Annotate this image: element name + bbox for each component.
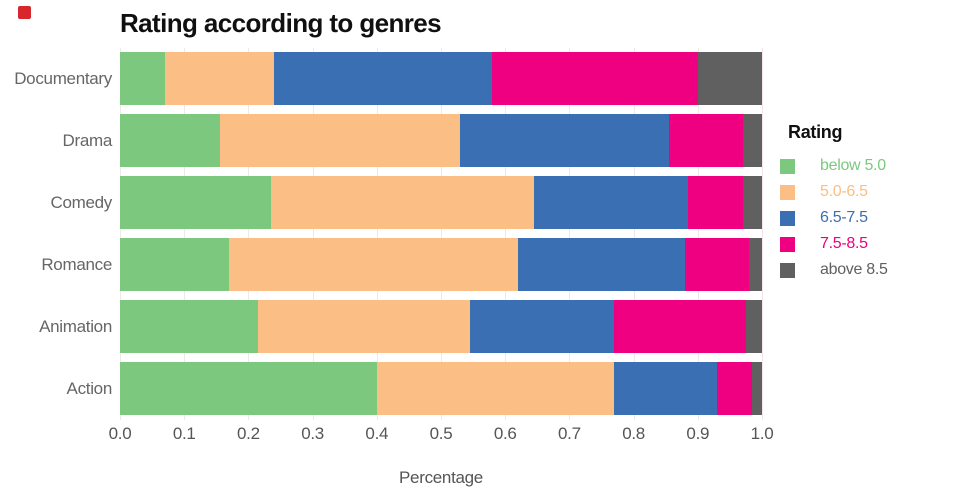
gridline (505, 48, 507, 420)
gridline (376, 48, 378, 420)
y-axis-labels: Documentary Drama Comedy Romance Animation Ac… (0, 48, 112, 420)
x-tick-label: 0.7 (558, 424, 581, 443)
y-axis-label: Action (66, 379, 113, 398)
legend: Rating below 5.0 5.0-6.5 6.5-7.5 7.5-8.5 abo… (780, 122, 952, 283)
y-axis-label: Documentary (14, 69, 112, 88)
legend-title: Rating (788, 122, 843, 142)
chart-title: Rating according to genres (120, 8, 442, 38)
x-tick-label: 0.2 (237, 424, 260, 443)
y-axis-label: Romance (41, 255, 112, 274)
bar-segment[interactable] (120, 300, 259, 353)
bar-segment[interactable] (614, 300, 746, 353)
gridline (248, 48, 250, 420)
bar-segment[interactable] (120, 176, 271, 229)
x-tick-label: 0.5 (429, 424, 453, 443)
stacked-bar-documentary (120, 52, 762, 105)
brand-mark-icon (18, 6, 31, 19)
bar-segment[interactable] (518, 238, 685, 291)
bar-segment[interactable] (668, 114, 743, 167)
bar-segment[interactable] (219, 114, 461, 167)
bar-segment[interactable] (229, 238, 519, 291)
bar-segment[interactable] (120, 52, 165, 105)
bar-segment[interactable] (469, 300, 615, 353)
stacked-bar-animation (120, 300, 762, 353)
y-axis-label: Comedy (50, 193, 112, 212)
bar-segment[interactable] (534, 176, 689, 229)
bar-segment[interactable] (270, 176, 535, 229)
legend-item-label: above 8.5 (820, 261, 888, 278)
stacked-bar-drama (120, 114, 762, 167)
bar-segment[interactable] (614, 362, 718, 415)
gridline (120, 48, 121, 420)
legend-item[interactable]: below 5.0 (780, 153, 952, 179)
gridline (697, 48, 699, 420)
y-axis-label: Animation (39, 317, 112, 336)
legend-item[interactable]: 7.5-8.5 (780, 231, 952, 257)
gridline (441, 48, 442, 420)
x-axis-title: Percentage (399, 468, 483, 487)
legend-item-label: 6.5-7.5 (820, 209, 868, 226)
x-tick-label: 0.0 (108, 424, 132, 443)
stacked-bar-action (120, 362, 762, 415)
bar-row (120, 358, 762, 420)
legend-item[interactable]: 5.0-6.5 (780, 179, 952, 205)
stacked-bar-romance (120, 238, 762, 291)
plot-area (120, 48, 763, 420)
legend-items: below 5.0 5.0-6.5 6.5-7.5 7.5-8.5 above 8.5 (780, 153, 952, 283)
bar-segment[interactable] (376, 362, 615, 415)
bar-segment[interactable] (688, 176, 743, 229)
bar-segment[interactable] (742, 176, 762, 229)
bar-row (120, 172, 762, 234)
gridline (762, 48, 763, 420)
bar-segment[interactable] (258, 300, 470, 353)
bar-segment[interactable] (164, 52, 275, 105)
stacked-bar-comedy (120, 176, 762, 229)
legend-swatch-icon (780, 236, 795, 252)
bar-row (120, 48, 762, 110)
legend-item-label: 7.5-8.5 (820, 235, 868, 252)
bar-segment[interactable] (274, 52, 493, 105)
bar-segment[interactable] (492, 52, 698, 105)
legend-swatch-icon (780, 184, 795, 200)
bar-row (120, 296, 762, 358)
bar-segment[interactable] (752, 362, 762, 415)
legend-item-label: below 5.0 (820, 157, 886, 174)
bar-segment[interactable] (120, 362, 377, 415)
bar-segment[interactable] (717, 362, 753, 415)
gridline (569, 48, 571, 420)
legend-swatch-icon (780, 158, 795, 174)
legend-item-label: 5.0-6.5 (820, 183, 868, 200)
x-tick-label: 0.1 (172, 424, 196, 443)
bar-row (120, 110, 762, 172)
gridline (184, 48, 186, 420)
bar-row (120, 234, 762, 296)
x-tick-label: 0.8 (622, 424, 645, 443)
legend-item[interactable]: above 8.5 (780, 257, 952, 283)
legend-swatch-icon (780, 210, 795, 226)
bar-segment[interactable] (684, 238, 750, 291)
gridline (312, 48, 314, 420)
bar-segment[interactable] (697, 52, 762, 105)
x-tick-label: 1.0 (750, 424, 774, 443)
x-tick-label: 0.6 (493, 424, 517, 443)
gridline (633, 48, 635, 420)
bar-segment[interactable] (749, 238, 762, 291)
bar-segment[interactable] (120, 238, 230, 291)
y-axis-label: Drama (62, 131, 112, 150)
x-axis-ticks: 0.0 0.1 0.2 0.3 0.4 0.5 0.6 0.7 0.8 0.9 1.0 (109, 424, 774, 446)
legend-swatch-icon (780, 262, 795, 278)
bar-segment[interactable] (120, 114, 220, 167)
bar-segment[interactable] (460, 114, 669, 167)
bar-segment[interactable] (745, 300, 762, 353)
bar-rows (120, 48, 762, 420)
bar-segment[interactable] (742, 114, 762, 167)
x-tick-label: 0.3 (301, 424, 324, 443)
legend-item[interactable]: 6.5-7.5 (780, 205, 952, 231)
x-tick-label: 0.9 (686, 424, 710, 443)
x-tick-label: 0.4 (365, 424, 389, 443)
